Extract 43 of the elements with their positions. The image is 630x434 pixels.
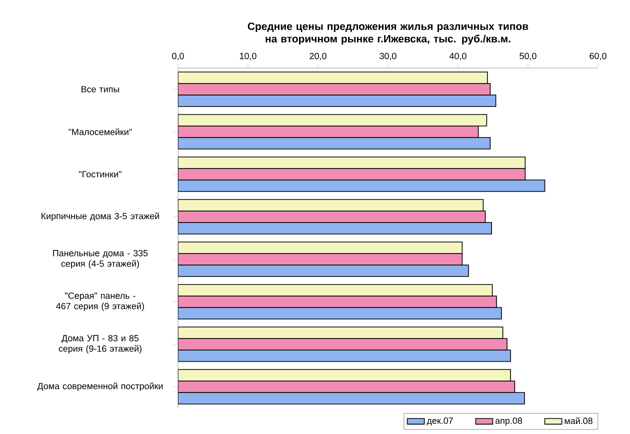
bar (178, 137, 491, 150)
bar (178, 94, 496, 107)
bar (178, 264, 469, 277)
legend-label: апр.08 (495, 417, 522, 426)
bar (178, 180, 546, 192)
legend-label: дек.07 (426, 417, 453, 426)
y-tick-label: "Гостинки" (79, 171, 122, 178)
y-tick-label: "Малосемейки" (68, 128, 132, 136)
y-tick-label: Дома УП - 83 и 85 серия (9-16 этажей) (58, 334, 142, 354)
x-tick-label: 0,0 (172, 52, 184, 60)
y-tick-label: Все типы (82, 86, 120, 92)
bar (178, 168, 526, 180)
x-tick-label: 50,0 (520, 52, 536, 60)
x-tick-label: 10,0 (240, 52, 256, 60)
bar (178, 222, 492, 234)
bar (178, 284, 493, 296)
bar (178, 210, 486, 223)
bar (178, 126, 479, 138)
x-tick-label: 40,0 (449, 52, 466, 60)
y-tick-label: Кирпичные дома 3-5 этажей (42, 212, 160, 222)
bar (178, 380, 516, 393)
legend-label: май.08 (564, 417, 592, 424)
bar (178, 369, 511, 382)
bar (178, 242, 463, 254)
bar (178, 114, 488, 126)
bar (178, 307, 502, 320)
y-tick-label: Панельные дома - 335 серия (4-5 этажей) (53, 250, 148, 269)
bar (178, 199, 484, 212)
y-tick-label: Дома современной постройки (37, 382, 163, 392)
bar (178, 253, 463, 266)
x-tick-label: 30,0 (380, 52, 396, 60)
y-tick-label: "Серая" панель - 467 серия (9 этажей) (56, 292, 144, 312)
bar (178, 156, 526, 169)
bar (178, 72, 488, 84)
bar (178, 296, 497, 308)
bar (178, 326, 504, 339)
bar (178, 83, 491, 96)
chart-title: Средние цены предложения жилья различных типов на вторичном рынке г.Ижевска, тыс. руб./кв.м. (248, 22, 528, 45)
x-tick-label: 20,0 (310, 52, 326, 60)
bar (178, 338, 508, 350)
bar (178, 350, 511, 362)
x-tick-label: 60,0 (590, 52, 606, 60)
bar (178, 392, 525, 404)
